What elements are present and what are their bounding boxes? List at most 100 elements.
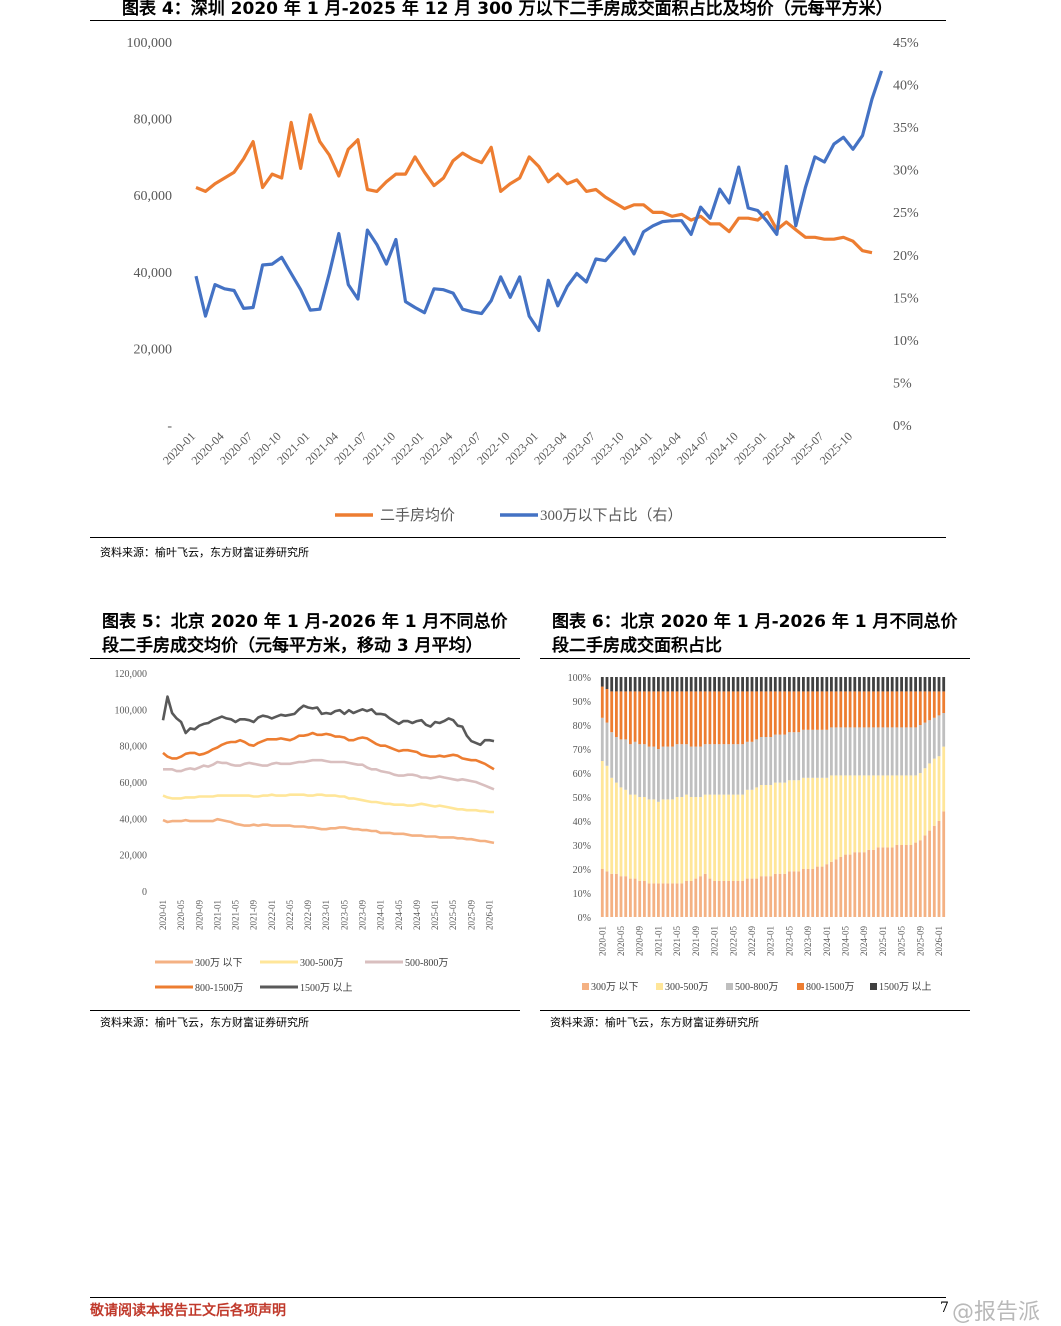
stacked-bar-segment [708, 794, 712, 879]
stacked-bar-segment [643, 677, 646, 692]
stacked-bar-segment [708, 744, 712, 795]
stacked-bar-segment [773, 677, 777, 692]
page-number: 7 [940, 1300, 949, 1316]
x-tick-label: 2024-09 [412, 900, 422, 930]
stacked-bar-segment [914, 842, 917, 917]
stacked-bar-segment [904, 727, 908, 776]
stacked-bar-segment [731, 677, 735, 692]
stacked-bar-segment [661, 677, 665, 692]
stacked-bar-segment [685, 677, 688, 692]
x-tick-label: 2024-01 [822, 926, 832, 956]
stacked-bar-segment [904, 691, 908, 728]
stacked-bar-segment [652, 677, 656, 692]
figure5-top-rule [90, 658, 520, 659]
stacked-bar-segment [830, 691, 833, 728]
legend-swatch [870, 983, 877, 990]
series-line-3 [162, 731, 495, 771]
x-tick-label: 2024-01 [376, 900, 386, 930]
stacked-bar-segment [666, 677, 670, 692]
y-left-tick-label: 60,000 [134, 189, 173, 204]
stacked-bar-segment [918, 840, 922, 917]
stacked-bar-segment [858, 677, 861, 692]
stacked-bar-segment [713, 677, 716, 692]
stacked-bar-segment [858, 852, 861, 917]
stacked-bar-segment [778, 782, 782, 874]
stacked-bar-segment [685, 794, 688, 881]
stacked-bar-segment [848, 691, 852, 728]
figure5-source: 资料来源：榆叶飞云，东方财富证券研究所 [100, 1016, 309, 1029]
x-tick-label: 2024-05 [840, 926, 850, 956]
stacked-bar-segment [839, 775, 843, 857]
stacked-bar-segment [703, 691, 707, 745]
stacked-bar-segment [825, 691, 829, 730]
stacked-bar-segment [942, 677, 946, 692]
x-tick-label: 2022-05 [285, 900, 295, 930]
stacked-bar-segment [666, 883, 670, 917]
stacked-bar-segment [788, 732, 791, 781]
stacked-bar-segment [755, 878, 758, 917]
stacked-bar-segment [647, 746, 651, 800]
stacked-bar-segment [876, 775, 880, 848]
stacked-bar-segment [666, 746, 670, 800]
stacked-bar-segment [657, 749, 660, 802]
y-right-tick-label: 10% [893, 334, 919, 349]
x-tick-label: 2026-01 [484, 900, 494, 930]
stacked-bar-segment [652, 746, 656, 800]
stacked-bar-segment [867, 849, 871, 917]
stacked-bar-segment [942, 713, 946, 747]
stacked-bar-segment [844, 854, 847, 917]
x-tick-label: 2025-05 [448, 900, 458, 930]
stacked-bar-segment [839, 677, 843, 692]
stacked-bar-segment [844, 691, 847, 728]
stacked-bar-segment [759, 691, 763, 737]
y-right-tick-label: 5% [893, 376, 912, 391]
stacked-bar-segment [844, 727, 847, 776]
legend-label: 300-500万 [665, 982, 708, 993]
x-tick-label: 2024-09 [859, 926, 869, 956]
stacked-bar-segment [615, 691, 618, 737]
stacked-bar-segment [914, 691, 917, 728]
stacked-bar-segment [671, 799, 674, 884]
stacked-bar-segment [624, 789, 628, 877]
stacked-bar-segment [703, 744, 707, 795]
stacked-bar-segment [633, 878, 637, 917]
stacked-bar-segment [722, 677, 726, 692]
stacked-bar-segment [881, 775, 885, 848]
stacked-bar-segment [853, 677, 857, 692]
stacked-bar-segment [932, 717, 936, 759]
stacked-bar-segment [834, 727, 838, 776]
stacked-bar-segment [900, 677, 903, 692]
stacked-bar-segment [769, 691, 773, 737]
stacked-bar-segment [783, 873, 787, 917]
figure6-source: 资料来源：榆叶飞云，东方财富证券研究所 [550, 1016, 759, 1029]
stacked-bar-segment [792, 732, 796, 781]
y-tick-label: 50% [573, 793, 591, 804]
y-tick-label: 60,000 [120, 778, 148, 789]
stacked-bar-segment [806, 869, 810, 917]
stacked-bar-segment [689, 797, 693, 881]
stacked-bar-segment [722, 794, 726, 881]
stacked-bar-segment [918, 677, 922, 692]
x-tick-label: 2021-09 [249, 900, 259, 930]
stacked-bar-segment [895, 845, 899, 917]
x-tick-label: 2021-01 [653, 926, 663, 956]
stacked-bar-segment [853, 775, 857, 853]
legend-label-price: 二手房均价 [380, 507, 455, 524]
y-left-tick-label: 80,000 [134, 113, 173, 128]
stacked-bar-segment [680, 883, 684, 917]
x-tick-label: 2020-05 [176, 900, 186, 930]
y-tick-label: 60% [573, 769, 591, 780]
x-tick-label: 2020-05 [616, 926, 626, 956]
stacked-bar-segment [600, 717, 604, 761]
stacked-bar-segment [619, 739, 623, 788]
x-tick-label: 2023-05 [339, 900, 349, 930]
stacked-bar-segment [671, 883, 674, 917]
y-tick-label: 40% [573, 817, 591, 828]
stacked-bar-segment [788, 677, 791, 692]
stacked-bar-segment [759, 785, 763, 877]
stacked-bar-segment [699, 797, 702, 877]
stacked-bar-segment [666, 691, 670, 747]
figure5-title-line1: 图表 5：北京 2020 年 1 月-2026 年 1 月不同总价 [102, 612, 508, 632]
stacked-bar-segment [694, 746, 698, 797]
stacked-bar-segment [750, 789, 754, 879]
